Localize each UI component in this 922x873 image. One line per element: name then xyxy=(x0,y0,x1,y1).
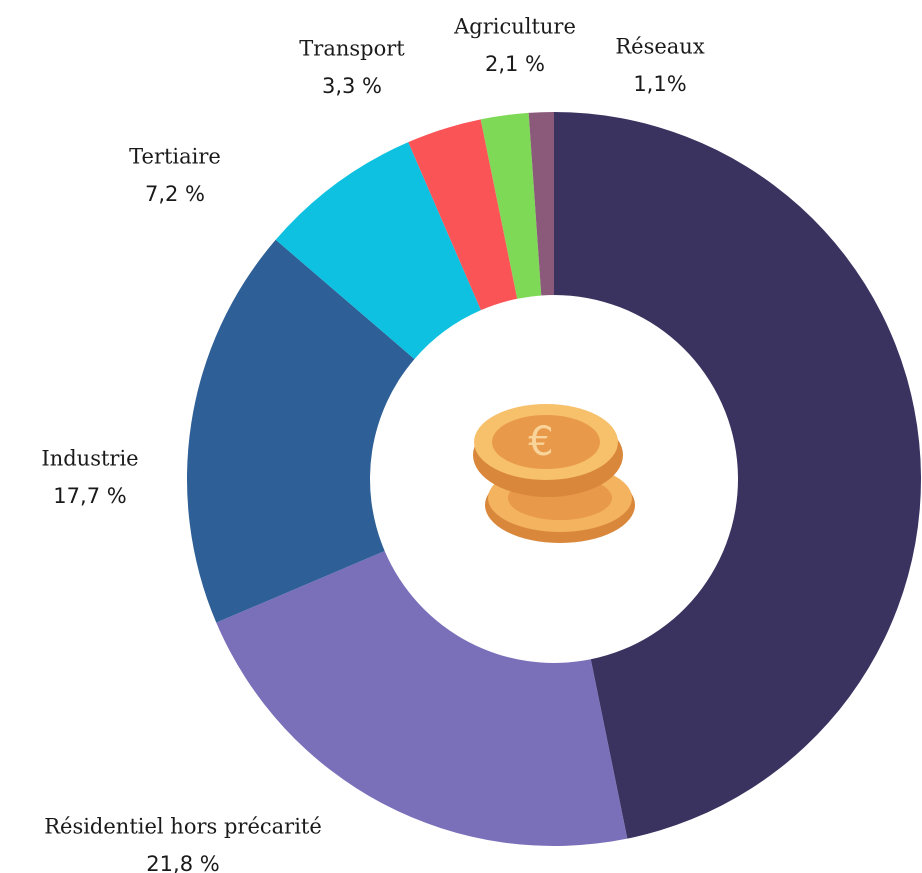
value-label: 1,1% xyxy=(633,72,686,96)
slice-label: Tertiaire xyxy=(129,145,221,169)
slice-label: Transport xyxy=(299,37,405,61)
donut-slice xyxy=(216,551,628,846)
value-label: 17,7 % xyxy=(53,484,126,508)
slice-label: Résidentiel hors précarité xyxy=(44,815,322,839)
value-label: 7,2 % xyxy=(145,182,205,206)
donut-slice xyxy=(275,142,481,360)
donut-slice xyxy=(408,119,518,311)
slice-label: Agriculture xyxy=(453,15,576,39)
slice-label: Réseaux xyxy=(615,35,704,59)
donut-slice xyxy=(528,112,554,296)
donut-slice xyxy=(480,112,542,299)
donut-slice xyxy=(186,239,415,623)
svg-text:€: € xyxy=(528,419,553,465)
coin-icon: € xyxy=(473,404,635,543)
slice-label: Industrie xyxy=(41,447,138,471)
donut-slice xyxy=(554,112,921,839)
value-label: 3,3 % xyxy=(322,74,382,98)
value-label: 2,1 % xyxy=(485,52,545,76)
value-label: 21,8 % xyxy=(146,852,219,873)
